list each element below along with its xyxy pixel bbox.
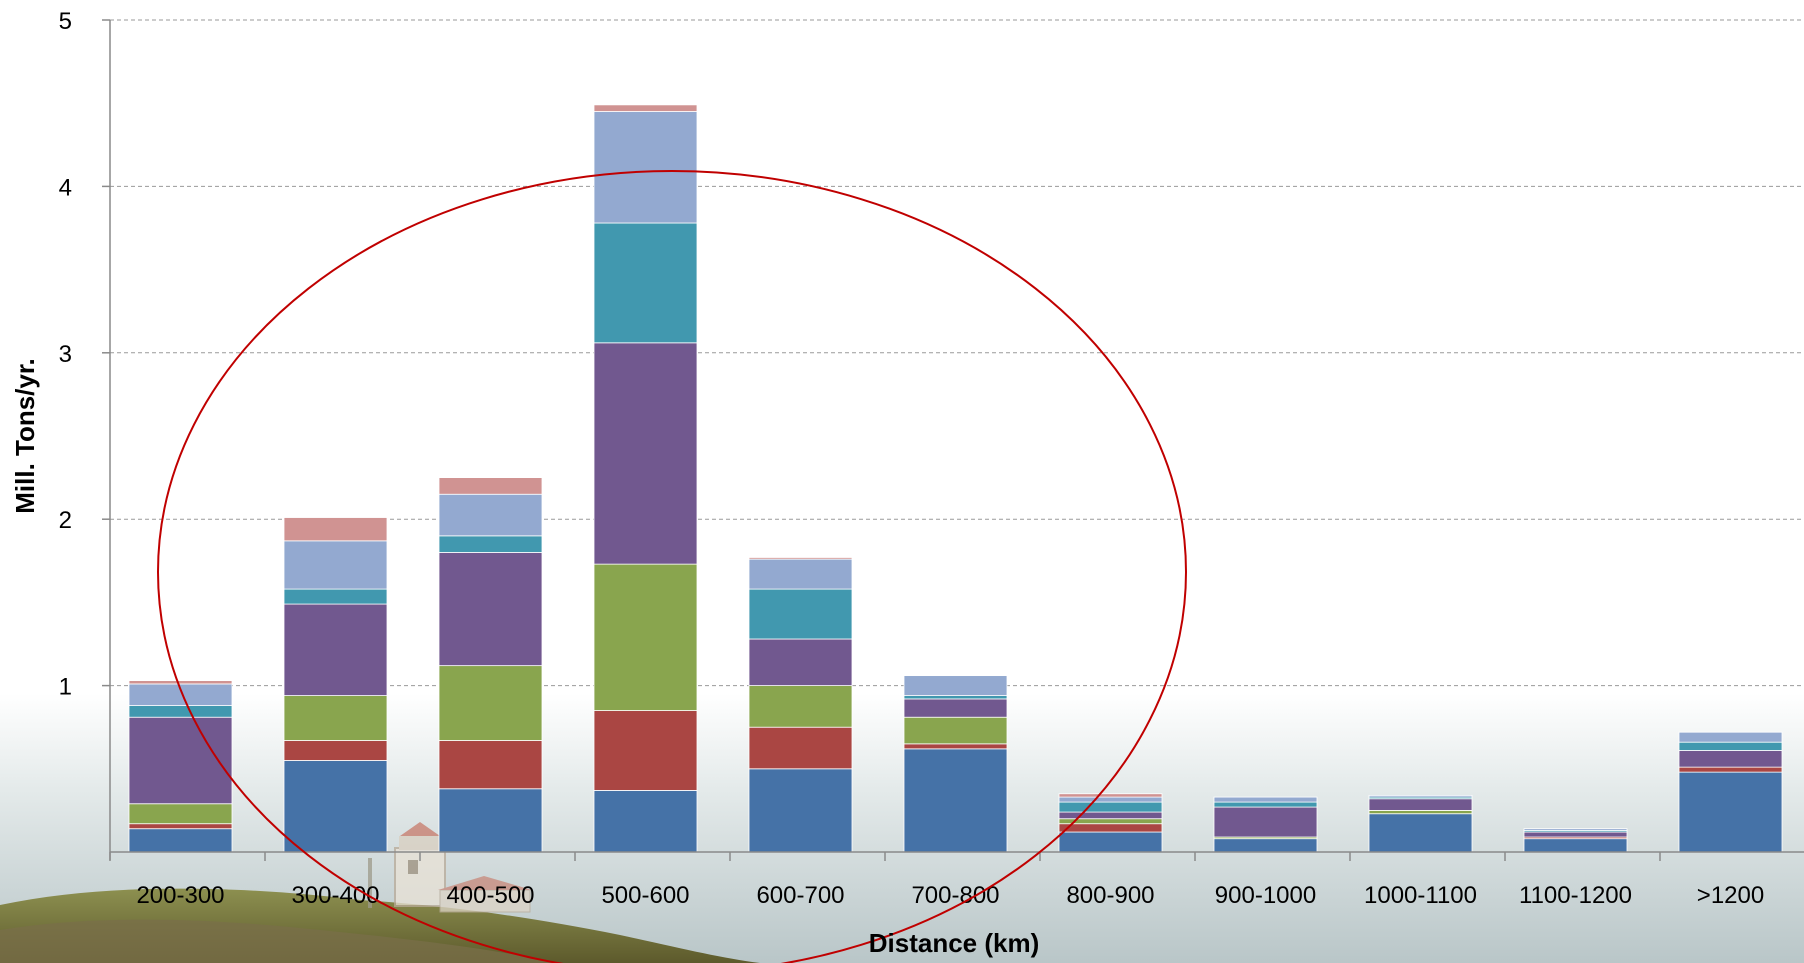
bar-segment: [128, 803, 233, 825]
x-tick-label: 500-600: [601, 882, 689, 909]
bar-segment: [593, 563, 698, 711]
y-tick-label: 1: [59, 674, 72, 701]
bar-segment: [1058, 793, 1163, 798]
bar-segment: [1213, 796, 1318, 803]
bar-segment: [438, 788, 543, 853]
bar-segment: [593, 342, 698, 565]
bar-segment: [1213, 838, 1318, 853]
bar-segment: [903, 748, 1008, 853]
bar-segment: [438, 535, 543, 553]
bar-segment: [438, 477, 543, 495]
bar-segment: [438, 493, 543, 537]
y-tick-label: 3: [59, 341, 72, 368]
bar-segment: [283, 603, 388, 696]
bar-segment: [438, 552, 543, 667]
bar-segment: [903, 675, 1008, 696]
x-tick-label: 1000-1100: [1364, 882, 1477, 909]
bar-segment: [1368, 810, 1473, 815]
bar-segment: [1058, 796, 1163, 803]
x-axis: [109, 851, 1804, 861]
tick-labels: 1 2 3 4 5 200-300 300-400 400-500 500-600 600-700…: [59, 8, 1765, 909]
x-tick-label: 600-700: [756, 882, 844, 909]
bar-segment: [128, 705, 233, 718]
bar-segment: [903, 743, 1008, 750]
bar-segment: [1678, 731, 1783, 743]
bar-segment: [128, 828, 233, 853]
bar-segment: [438, 740, 543, 790]
bar-segment: [593, 710, 698, 791]
x-tick-label: 700-800: [911, 882, 999, 909]
bars: [128, 104, 1783, 853]
x-tick-label: 300-400: [291, 882, 379, 909]
bar-segment: [128, 680, 233, 685]
bar-segment: [1678, 750, 1783, 768]
bar-segment: [903, 695, 1008, 700]
bar-segment: [748, 768, 853, 853]
bar-segment: [593, 222, 698, 344]
bar-segment: [1058, 823, 1163, 833]
bar-segment: [128, 823, 233, 830]
bar-segment: [1058, 811, 1163, 820]
bar-segment: [903, 698, 1008, 718]
bar-segment: [1368, 798, 1473, 811]
bar-segment: [1678, 766, 1783, 773]
bar-segment: [283, 760, 388, 853]
y-tick-label: 4: [59, 174, 72, 201]
coast-rocks: [0, 919, 560, 963]
bar-segment: [1678, 741, 1783, 751]
x-tick-label: 800-900: [1066, 882, 1154, 909]
x-tick-label: 400-500: [446, 882, 534, 909]
y-tick-label: 2: [59, 507, 72, 534]
bar-segment: [1523, 828, 1628, 831]
bar-segment: [748, 638, 853, 686]
bar-segment: [593, 111, 698, 224]
bar-segment: [903, 716, 1008, 745]
bar-segment: [128, 716, 233, 805]
bar-segment: [1058, 801, 1163, 813]
bar-segment: [438, 665, 543, 741]
bar-segment: [1213, 806, 1318, 838]
bar-segment: [1213, 801, 1318, 808]
bar-segment: [748, 558, 853, 590]
x-tick-label: 900-1000: [1215, 882, 1316, 909]
bar-segment: [748, 588, 853, 640]
lighthouse-icon: [368, 822, 532, 913]
highlight-ellipse: [157, 170, 1187, 963]
x-tick-label: 200-300: [136, 882, 224, 909]
highlight-ellipse-shape: [157, 170, 1187, 963]
bar-segment: [1523, 838, 1628, 853]
bar-segment: [1678, 771, 1783, 853]
bar-segment: [1368, 795, 1473, 798]
x-axis-title: Distance (km): [869, 928, 1040, 958]
bar-segment: [748, 726, 853, 770]
bar-segment: [283, 588, 388, 605]
bar-segment: [283, 740, 388, 761]
bar-segment: [283, 517, 388, 542]
bar-segment: [1368, 813, 1473, 853]
bar-segment: [1058, 831, 1163, 853]
bar-segment: [748, 685, 853, 728]
bar-segment: [283, 540, 388, 590]
bar-segment: [593, 104, 698, 112]
y-axis: [102, 19, 111, 860]
bar-segment: [593, 790, 698, 853]
y-axis-title: Mill. Tons/yr.: [10, 358, 40, 514]
x-tick-label: >1200: [1697, 882, 1764, 909]
bar-segment: [1523, 831, 1628, 838]
bar-segment: [283, 695, 388, 741]
x-tick-label: 1100-1200: [1519, 882, 1632, 909]
bar-segment: [748, 557, 853, 560]
y-tick-label: 5: [59, 8, 72, 35]
